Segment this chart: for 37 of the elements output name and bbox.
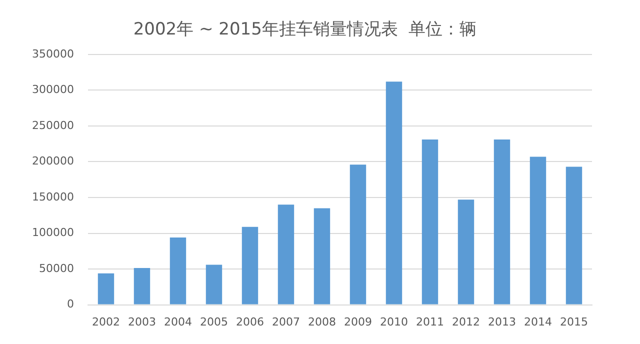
bar xyxy=(134,268,150,304)
bar xyxy=(530,156,546,304)
y-tick-label: 200000 xyxy=(32,154,74,168)
bar xyxy=(170,238,186,304)
x-tick-label: 2004 xyxy=(164,315,192,328)
y-tick-label: 250000 xyxy=(32,118,74,132)
x-tick-label: 2006 xyxy=(236,315,264,328)
bar xyxy=(422,140,438,304)
y-tick-label: 0 xyxy=(66,298,74,311)
x-tick-label: 2002 xyxy=(92,315,120,328)
y-tick-label: 350000 xyxy=(32,47,74,60)
chart-title: 2002年 ~ 2015年挂车销量情况表 单位：辆 xyxy=(133,20,477,40)
bar xyxy=(98,273,114,304)
x-tick-label: 2011 xyxy=(416,315,444,328)
bar xyxy=(350,164,366,304)
bar xyxy=(314,208,330,304)
bar xyxy=(242,226,258,304)
x-tick-label: 2013 xyxy=(488,315,516,328)
x-tick-label: 2005 xyxy=(200,315,228,328)
bar xyxy=(278,204,294,304)
bar xyxy=(494,140,510,304)
x-tick-label: 2015 xyxy=(560,315,588,328)
y-tick-label: 50000 xyxy=(38,262,74,275)
bar xyxy=(206,264,222,304)
x-tick-label: 2007 xyxy=(272,315,300,328)
x-tick-label: 2008 xyxy=(308,315,336,328)
x-tick-label: 2009 xyxy=(344,315,372,328)
x-tick-label: 2014 xyxy=(524,315,552,328)
y-tick-label: 150000 xyxy=(32,190,74,204)
y-tick-label: 100000 xyxy=(32,226,74,240)
x-tick-label: 2003 xyxy=(128,315,156,328)
x-tick-label: 2012 xyxy=(452,315,480,328)
bar xyxy=(458,200,474,304)
x-tick-label: 2010 xyxy=(380,315,408,328)
y-tick-label: 300000 xyxy=(32,83,74,96)
bar xyxy=(566,166,582,304)
bar xyxy=(386,82,402,304)
